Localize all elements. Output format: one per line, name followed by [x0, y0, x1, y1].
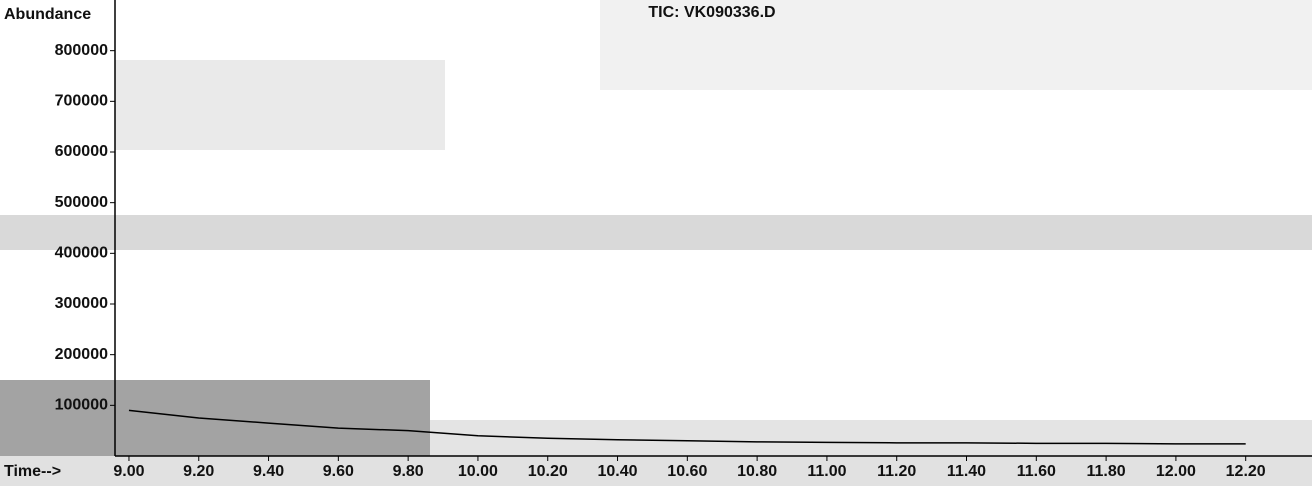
y-axis-label: Abundance	[4, 6, 91, 23]
y-tick-label: 500000	[55, 194, 108, 211]
x-tick-label: 10.80	[737, 463, 777, 480]
x-tick-label: 9.40	[253, 463, 284, 480]
trace-line	[128, 409, 1246, 445]
x-tick-label: 11.60	[1017, 463, 1056, 480]
x-tick-label: 10.40	[598, 463, 638, 480]
y-tick-label: 200000	[55, 346, 108, 363]
y-tick-label: 400000	[55, 245, 108, 262]
x-tick-label: 10.00	[458, 463, 498, 480]
y-tick-label: 600000	[55, 143, 108, 160]
x-tick-label: 12.00	[1156, 463, 1196, 480]
x-tick-label: 10.60	[667, 463, 707, 480]
chart-title: TIC: VK090336.D	[648, 4, 775, 21]
scan-noise	[115, 60, 445, 150]
x-tick-label: 11.80	[1087, 463, 1126, 480]
y-tick-label: 100000	[55, 397, 108, 414]
x-tick-label: 11.40	[947, 463, 986, 480]
x-axis-label: Time-->	[4, 463, 61, 480]
x-tick-label: 9.00	[113, 463, 144, 480]
scan-noise	[430, 420, 1312, 456]
scan-noise	[0, 380, 430, 456]
x-tick-label: 11.20	[877, 463, 916, 480]
x-tick-label: 11.00	[807, 463, 846, 480]
y-tick-label: 700000	[55, 93, 108, 110]
y-tick-label: 800000	[55, 42, 108, 59]
x-tick-label: 9.80	[393, 463, 424, 480]
x-tick-label: 9.60	[323, 463, 354, 480]
scan-noise	[0, 456, 1312, 486]
scan-noise	[0, 215, 1312, 250]
scan-noise	[600, 0, 1312, 90]
x-tick-label: 10.20	[528, 463, 568, 480]
x-tick-label: 12.20	[1226, 463, 1266, 480]
x-tick-label: 9.20	[183, 463, 214, 480]
y-tick-label: 300000	[55, 295, 108, 312]
